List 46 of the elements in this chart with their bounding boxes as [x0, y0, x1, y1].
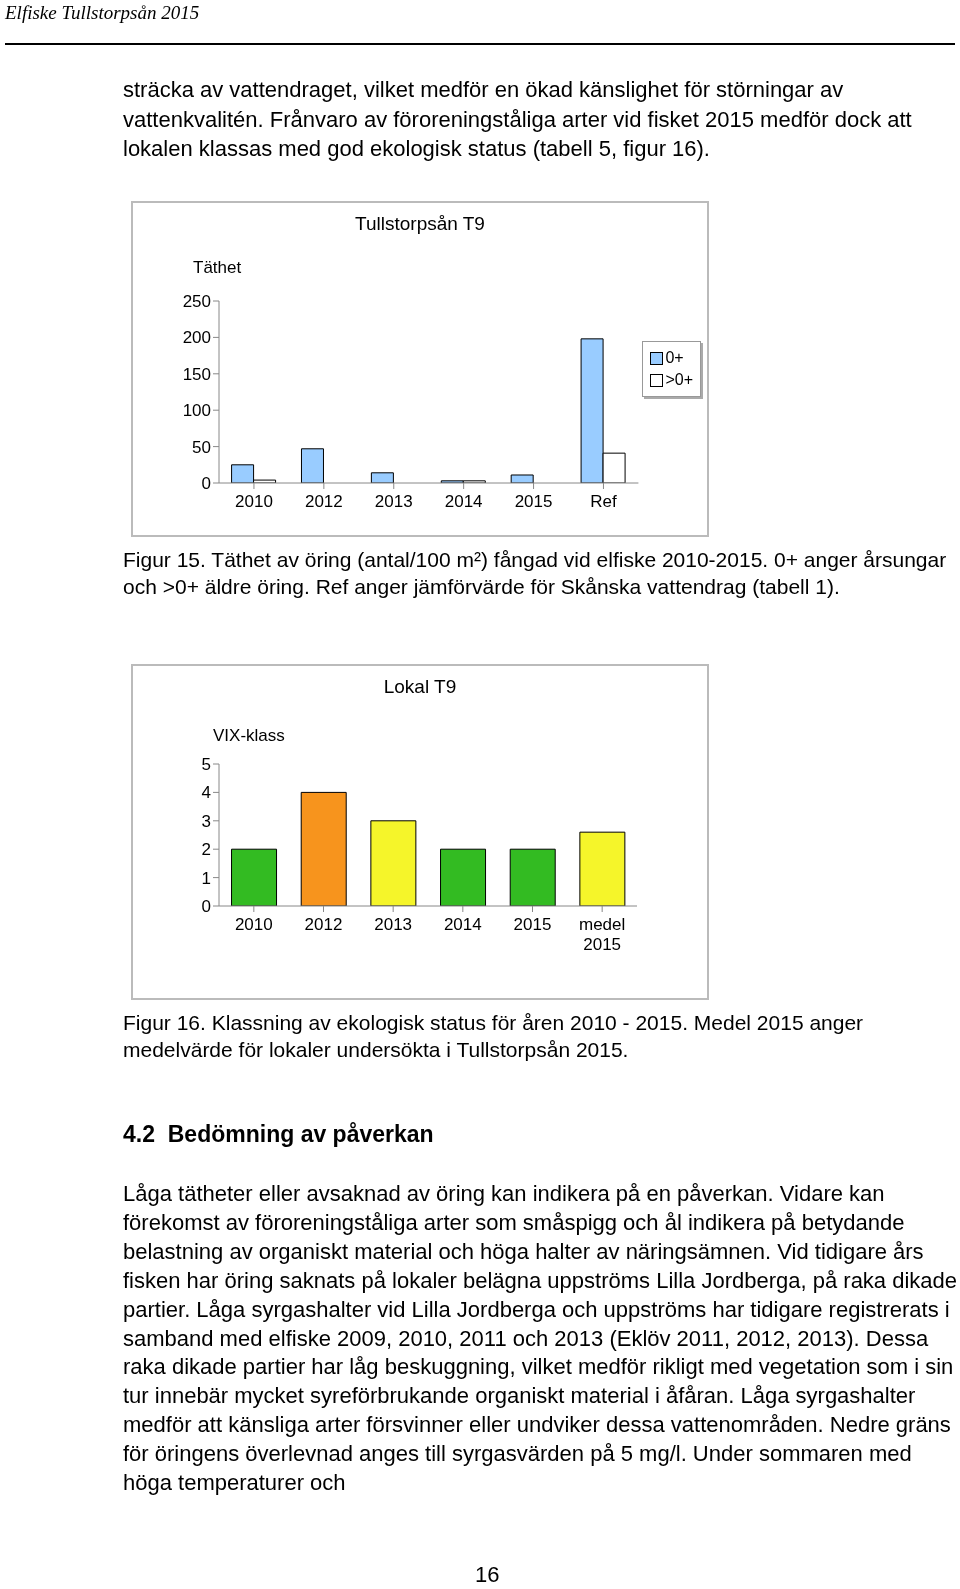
bar: [300, 791, 347, 906]
x-tick-label: 2014: [444, 492, 483, 511]
x-tick-label: 2015: [514, 492, 553, 511]
bar: [579, 831, 626, 906]
text: 16: [475, 1562, 500, 1588]
y-tick-label: 4: [201, 783, 211, 803]
x-tick-label: 2012: [304, 492, 343, 511]
chart-title: Lokal T9: [382, 676, 458, 698]
text: 4.2 Bedömning av påverkan: [123, 1121, 434, 1148]
legend-label: >0+: [665, 370, 693, 390]
bar: [231, 848, 278, 906]
bar: [300, 448, 324, 483]
text: Låga tätheter eller avsaknad av öring kan indikera på en påverkan. Vidare kan förekomst av föroreningståliga arter som småspigg och ål indikera på betydande belastning av organiskt material och höga halter av näringsämnen. Vid tidigare års fisken har öring saknats på lokaler belägna uppströms Lilla Jordberga, på raka dikade partier. Låga syrgashalter vid Lilla Jordberga och uppströms har tidigare registrerats i samband med elfiske 2009, 2010, 2011 och 2013 (Eklöv 2011, 2012, 2013). Dessa raka dikade partier har låg beskuggning, vilket medför rikligt med vegetation som i sin tur innebär mycket syreförbrukande organiskt material i åfåran. Låga syrgashalter medför att känsliga arter försvinner eller undviker dessa vattenområden. Nedre gräns för öringens överlevnad anges till syrgasvärden på 5 mg/l. Under sommaren med höga temperaturer och: [123, 1181, 958, 1496]
x-tick-label: 2013: [374, 915, 413, 934]
y-tick-label: 250: [182, 292, 211, 312]
bar: [370, 472, 394, 483]
y-tick-label: 100: [182, 401, 211, 421]
y-tick-label: 200: [182, 328, 211, 348]
x-tick-label: 2010: [235, 492, 273, 511]
y-axis-title: VIX-klass: [213, 726, 285, 746]
x-tick-label: 2012: [304, 915, 343, 934]
x-tick-label: 2013: [374, 492, 413, 511]
bar: [370, 820, 417, 906]
text: Figur 15. Täthet av öring (antal/100 m²) fångad vid elfiske 2010-2015. 0+ anger årsungar och >0+ äldre öring. Ref anger jämförvärde för Skånska vattendrag (tabell 1).: [123, 547, 948, 600]
y-tick-label: 5: [201, 755, 211, 775]
y-tick-label: 3: [201, 811, 211, 831]
bar: [440, 848, 487, 906]
x-tick-label: 2010: [234, 915, 273, 934]
text: sträcka av vattendraget, vilket medför en ökad känslighet för störningar av vattenkvalitén. Frånvaro av föroreningståliga arter vid fisket 2015 medför dock att lokalen klassas med god ekologisk status (tabell 5, figur 16).: [123, 76, 913, 163]
y-tick-label: 1: [201, 868, 211, 888]
text: Figur 16. Klassning av ekologisk status för åren 2010 - 2015. Medel 2015 anger medelvärde för lokaler undersökta i Tullstorpsån 2015.: [123, 1010, 865, 1063]
x-tick-label: 2014: [443, 915, 482, 934]
x-tick-label: medel 2015: [579, 915, 626, 954]
y-tick-label: 150: [182, 364, 211, 384]
y-tick-label: 0: [201, 474, 211, 494]
y-axis-title: Täthet: [193, 258, 242, 278]
chart-title: Tullstorpsån T9: [354, 213, 486, 235]
y-tick-label: 0: [201, 897, 211, 917]
x-tick-label: 2015: [513, 915, 552, 934]
bar: [509, 848, 556, 906]
legend-label: 0+: [665, 348, 684, 368]
x-tick-label: Ref: [590, 492, 617, 511]
y-tick-label: 50: [192, 437, 211, 457]
bar: [510, 474, 534, 483]
text: Elfiske Tullstorpsån 2015: [5, 2, 200, 24]
y-tick-label: 2: [201, 840, 211, 860]
